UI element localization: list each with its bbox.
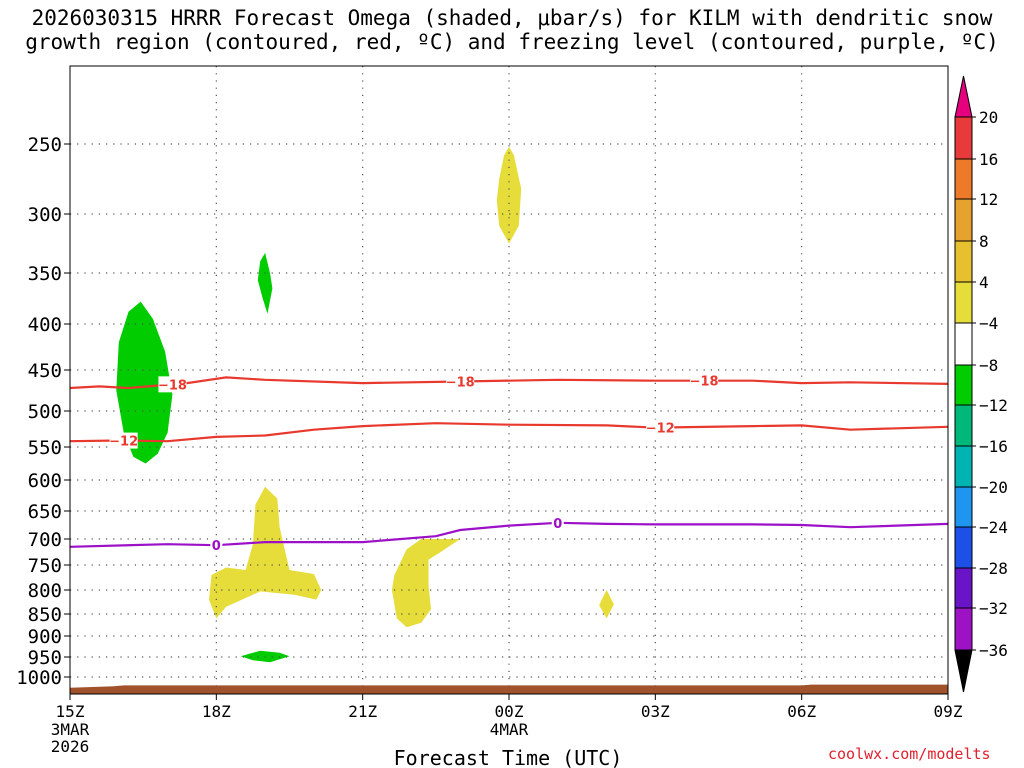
freezing-contour-label-bg-0-0	[210, 537, 223, 554]
colorbar-swatch-11	[954, 567, 973, 609]
colorbar-swatch-2	[954, 198, 973, 242]
dendritic-contour-label-bg-0-2	[690, 372, 719, 389]
colorbar-label-13: −36	[979, 641, 1008, 660]
chart-title: 2026030315 HRRR Forecast Omega (shaded, …	[0, 6, 1024, 54]
omega-shading-layer	[116, 146, 614, 663]
dendritic-contour-label-0-1: −18	[446, 375, 475, 390]
colorbar-label-8: −16	[979, 437, 1008, 456]
colorbar-swatch-5	[954, 322, 973, 366]
y-tick-label-300: 300	[28, 204, 62, 226]
omega-region-5	[599, 590, 614, 619]
x-tick-label-18Z: 18Z	[202, 702, 231, 721]
freezing-contour-line-0	[69, 521, 949, 548]
dendritic-contour-label-1-1: −12	[646, 421, 675, 436]
colorbar-swatch-3	[954, 240, 973, 283]
x-tick-label-03Z: 03Z	[641, 702, 670, 721]
colorbar-swatch-0	[954, 116, 973, 160]
y-tick-label-1000: 1000	[16, 667, 62, 689]
chart-title-line-1: 2026030315 HRRR Forecast Omega (shaded, …	[31, 6, 993, 30]
x-tick-label-00Z: 00Z	[495, 702, 524, 721]
x-tick-sublabel-15Z-1: 2026	[51, 737, 90, 756]
credit-text: coolwx.com/modelts	[828, 745, 991, 763]
colorbar-label-12: −32	[979, 599, 1008, 618]
colorbar-label-7: −12	[979, 396, 1008, 415]
x-tick-label-09Z: 09Z	[934, 702, 963, 721]
x-tick-sublabel-00Z-0: 4MAR	[490, 720, 529, 739]
y-tick-label-950: 950	[28, 647, 62, 669]
colorbar-swatch-4	[954, 281, 973, 324]
colorbar: 20 16 12 8 4 −4 −8 −12 −16 −20 −24 −28 −32 −36	[954, 75, 1008, 693]
y-tick-label-700: 700	[28, 529, 62, 551]
y-tick-label-750: 750	[28, 555, 62, 577]
dendritic-contour-label-bg-1-1	[646, 419, 675, 436]
dendritic-contour-label-bg-0-1	[446, 373, 475, 390]
y-tick-label-550: 550	[28, 437, 62, 459]
dendritic-contour-label-0-0: −18	[158, 378, 187, 393]
colorbar-label-2: 12	[979, 190, 998, 209]
omega-region-4	[391, 539, 461, 628]
x-tick-label-21Z: 21Z	[348, 702, 377, 721]
dendritic-contour-layer: −18 −18 −18 −12 −12	[69, 372, 949, 450]
y-tick-label-450: 450	[28, 360, 62, 382]
dendritic-contour-line-0	[69, 376, 949, 390]
colorbar-label-3: 8	[979, 232, 989, 251]
x-tick-sublabel-15Z-0: 3MAR	[51, 720, 90, 739]
y-tick-label-800: 800	[28, 580, 62, 602]
y-tick-label-350: 350	[28, 263, 62, 285]
x-axis-title: Forecast Time (UTC)	[394, 746, 623, 768]
y-tick-label-600: 600	[28, 470, 62, 492]
y-tick-label-250: 250	[28, 134, 62, 156]
omega-region-2	[116, 301, 173, 464]
colorbar-label-4: 4	[979, 273, 989, 292]
y-axis: 2503003504004505005506006507007508008509…	[16, 66, 71, 694]
y-tick-label-850: 850	[28, 604, 62, 626]
colorbar-bottom-arrow	[954, 649, 973, 693]
colorbar-top-arrow	[954, 75, 973, 118]
omega-region-0	[496, 146, 522, 244]
terrain-fill	[70, 684, 948, 694]
freezing-contour-label-0-1: 0	[553, 517, 562, 532]
colorbar-label-5: −4	[979, 314, 998, 333]
colorbar-swatch-6	[954, 364, 973, 406]
colorbar-label-1: 16	[979, 150, 998, 169]
y-tick-label-500: 500	[28, 401, 62, 423]
freezing-level-contour-layer: 00	[69, 514, 949, 554]
terrain-layer	[70, 684, 948, 694]
x-tick-label-15Z: 15Z	[56, 702, 85, 721]
colorbar-swatch-7	[954, 404, 973, 447]
y-tick-label-400: 400	[28, 314, 62, 336]
colorbar-swatch-10	[954, 526, 973, 569]
dendritic-contour-label-bg-0-0	[158, 376, 187, 393]
colorbar-swatch-1	[954, 158, 973, 200]
chart-title-line-2: growth region (contoured, red, ºC) and f…	[25, 30, 999, 54]
colorbar-swatch-9	[954, 486, 973, 528]
omega-region-1	[257, 252, 273, 314]
freezing-contour-label-0-0: 0	[212, 539, 221, 554]
colorbar-label-9: −20	[979, 478, 1008, 497]
colorbar-swatch-8	[954, 445, 973, 488]
y-tick-label-650: 650	[28, 501, 62, 523]
colorbar-label-10: −24	[979, 518, 1008, 537]
dendritic-contour-label-0-2: −18	[690, 375, 719, 390]
y-tick-label-900: 900	[28, 626, 62, 648]
dendritic-contour-label-1-0: −12	[109, 435, 138, 450]
colorbar-label-0: 20	[979, 108, 998, 127]
dendritic-contour-line-1	[69, 422, 949, 443]
colorbar-label-6: −8	[979, 356, 998, 375]
freezing-contour-label-bg-0-1	[551, 514, 564, 531]
dendritic-contour-label-bg-1-0	[109, 432, 138, 449]
omega-region-3	[209, 486, 322, 619]
colorbar-label-11: −28	[979, 559, 1008, 578]
x-tick-label-06Z: 06Z	[787, 702, 816, 721]
colorbar-swatch-12	[954, 607, 973, 651]
